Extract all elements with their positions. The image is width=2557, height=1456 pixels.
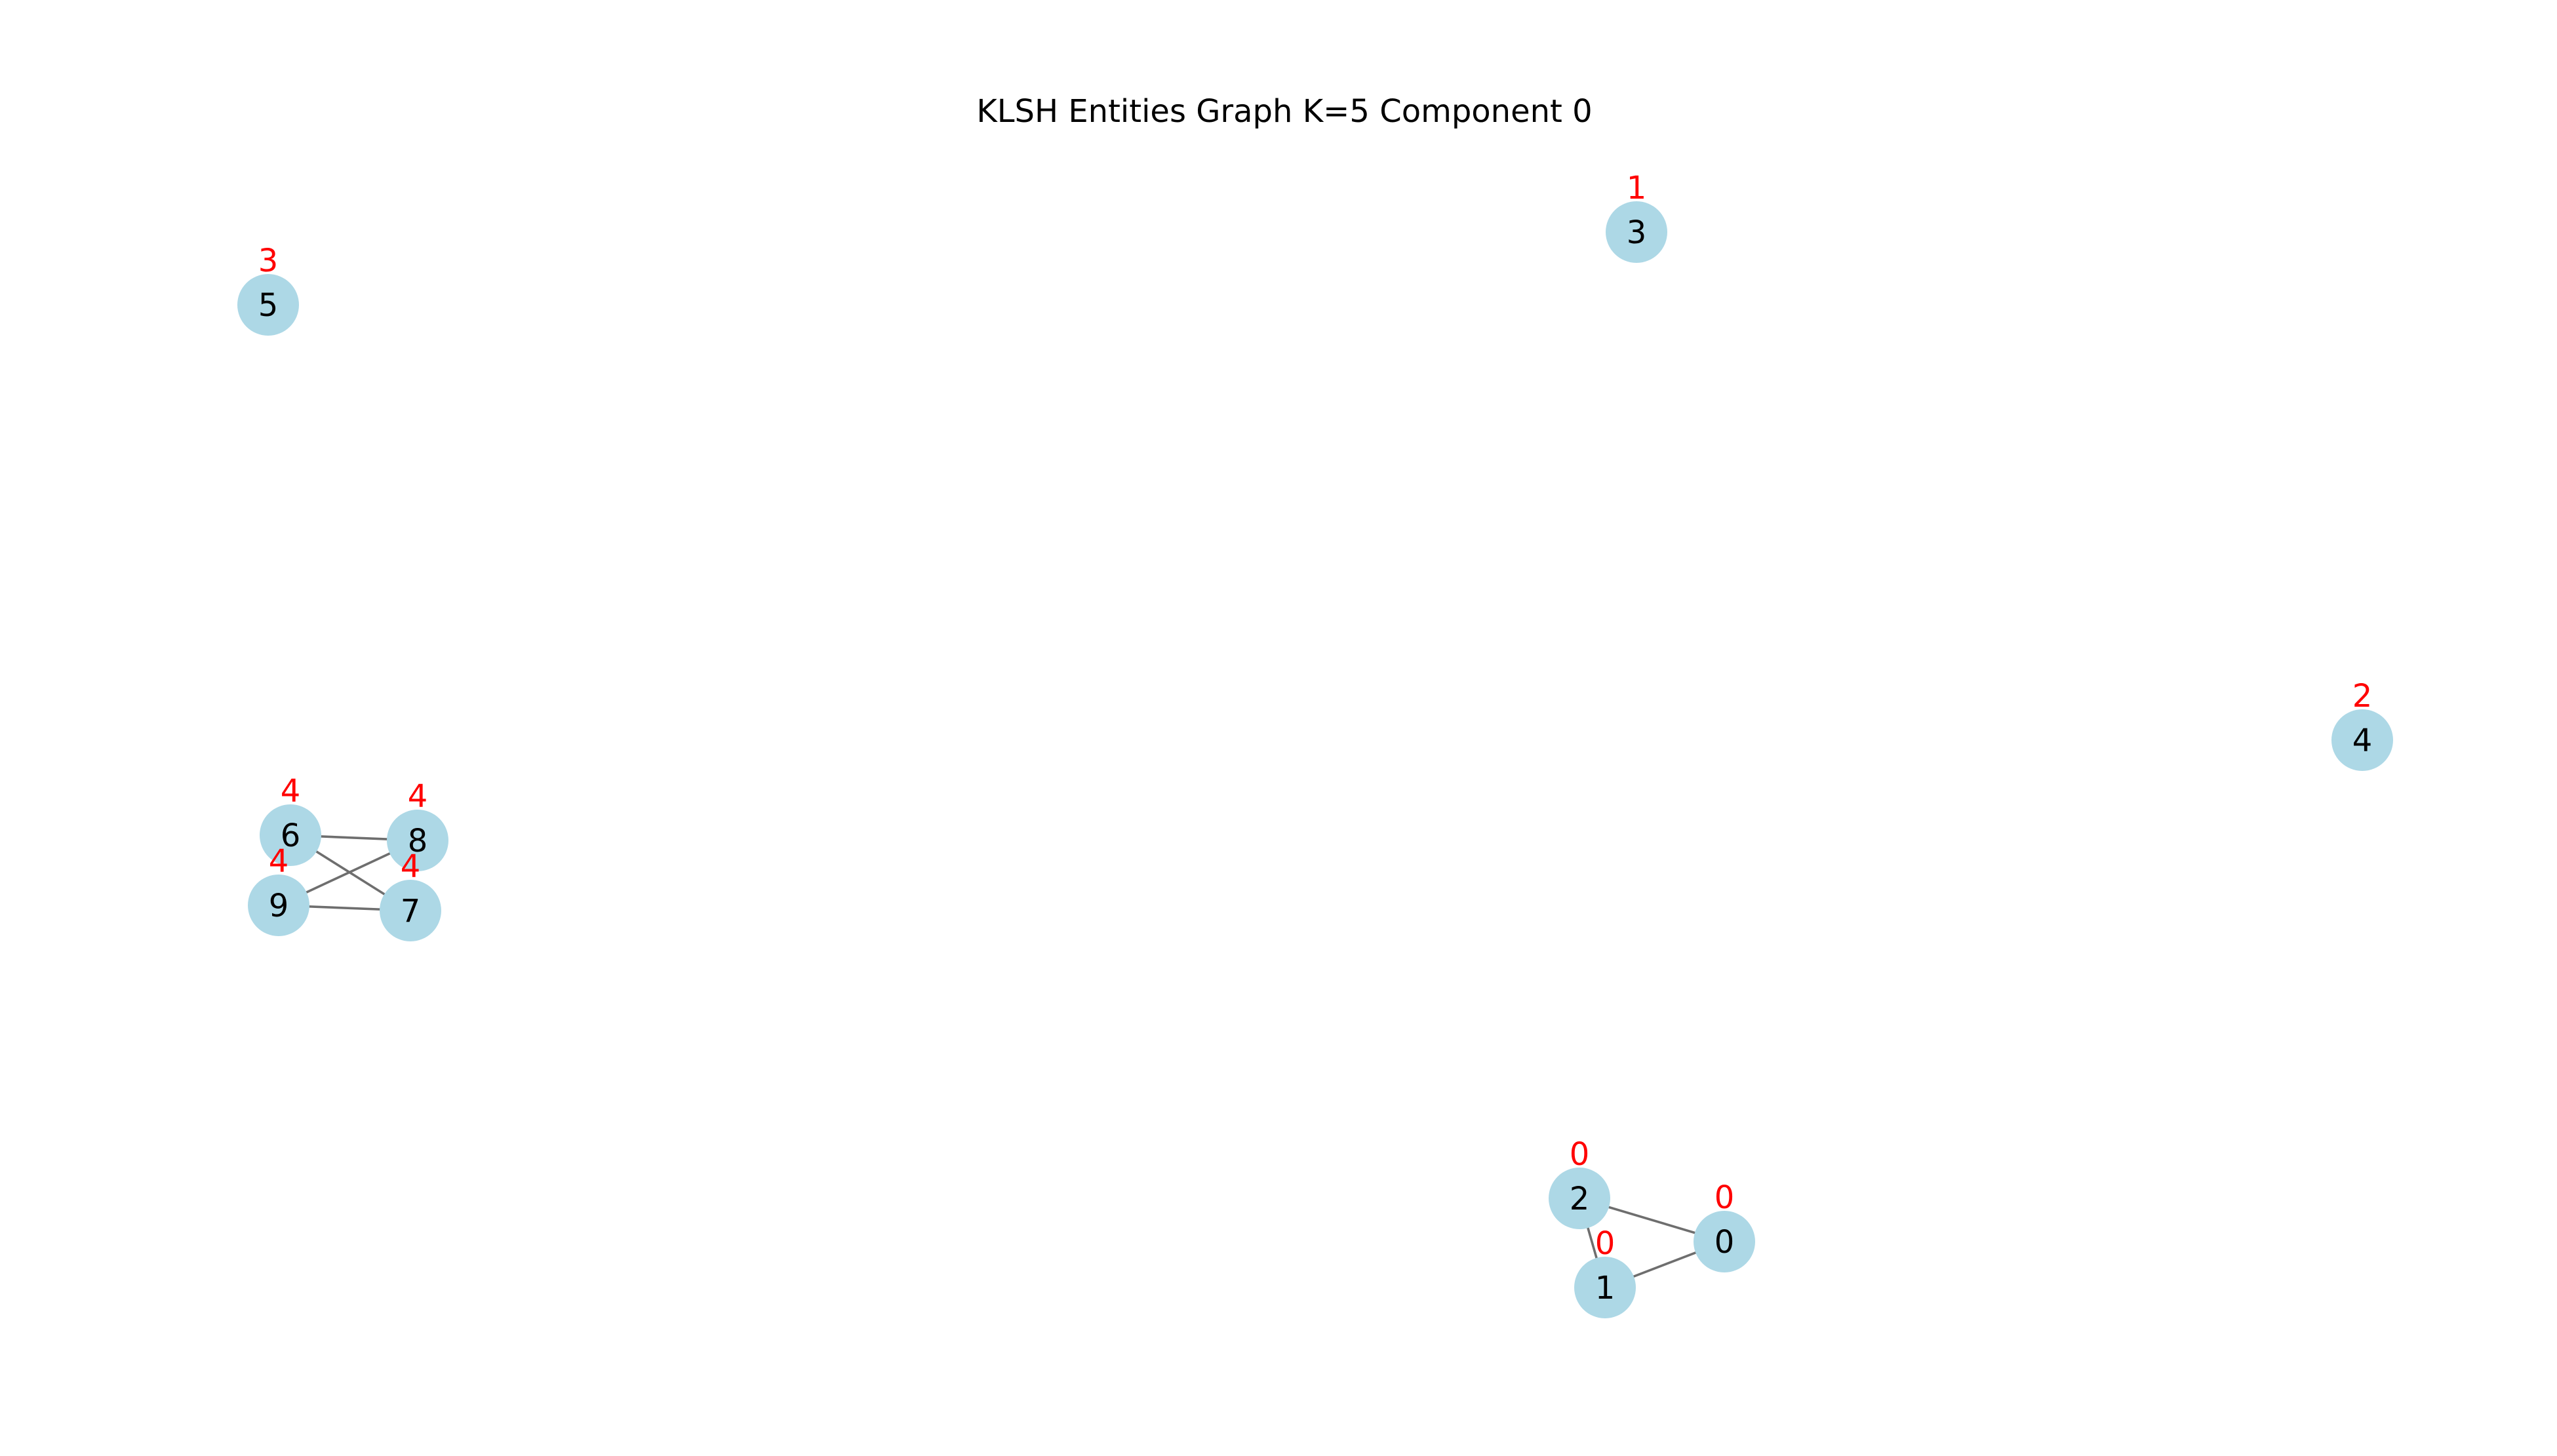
- component-label-4: 2: [2352, 678, 2373, 715]
- component-label-7: 4: [401, 848, 421, 885]
- node-2: 2: [1549, 1168, 1610, 1229]
- node-4: 4: [2331, 709, 2393, 771]
- component-label-0: 0: [1715, 1179, 1735, 1216]
- node-circle-6: [260, 804, 321, 866]
- component-labels-layer: 0 0 0 1 2 3 4 4 4 4: [258, 170, 2373, 1262]
- node-label-5: 5: [258, 287, 279, 324]
- nodes-layer: 0 1 2 3 4 5 6 7 8 9: [237, 201, 2393, 1318]
- node-label-3: 3: [1627, 214, 1647, 251]
- node-circle-0: [1694, 1211, 1755, 1272]
- node-7: 7: [380, 880, 441, 941]
- node-circle-7: [380, 880, 441, 941]
- node-label-1: 1: [1595, 1270, 1615, 1307]
- node-8: 8: [387, 810, 448, 871]
- node-circle-9: [248, 875, 309, 936]
- node-circle-4: [2331, 709, 2393, 771]
- component-label-5: 3: [258, 243, 279, 279]
- node-label-9: 9: [269, 888, 289, 924]
- node-circle-8: [387, 810, 448, 871]
- component-label-3: 1: [1627, 170, 1647, 207]
- node-3: 3: [1606, 201, 1667, 263]
- component-label-8: 4: [408, 778, 428, 815]
- node-label-4: 4: [2352, 722, 2373, 759]
- node-0: 0: [1694, 1211, 1755, 1272]
- graph-title: KLSH Entities Graph K=5 Component 0: [976, 93, 1592, 130]
- node-circle-2: [1549, 1168, 1610, 1229]
- node-circle-5: [237, 274, 299, 336]
- node-label-7: 7: [401, 893, 421, 930]
- node-label-2: 2: [1570, 1181, 1590, 1217]
- node-5: 5: [237, 274, 299, 336]
- node-circle-3: [1606, 201, 1667, 263]
- component-label-6: 4: [281, 773, 301, 810]
- node-9: 9: [248, 875, 309, 936]
- node-6: 6: [260, 804, 321, 866]
- node-label-6: 6: [281, 817, 301, 854]
- node-label-8: 8: [408, 823, 428, 859]
- component-label-2: 0: [1570, 1136, 1590, 1173]
- node-label-0: 0: [1715, 1224, 1735, 1261]
- component-label-9: 4: [269, 843, 289, 880]
- node-1: 1: [1574, 1257, 1636, 1318]
- node-circle-1: [1574, 1257, 1636, 1318]
- component-label-1: 0: [1595, 1225, 1615, 1262]
